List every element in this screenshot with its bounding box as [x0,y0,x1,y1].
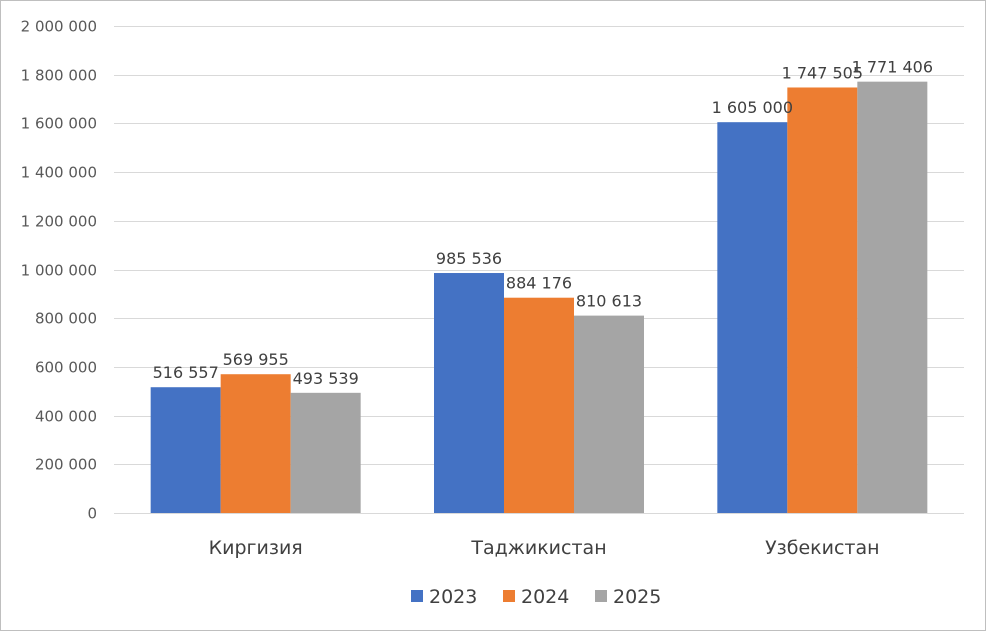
bar-2024-2 [504,297,574,513]
legend: 2023 2024 2025 [411,586,661,608]
data-label: 884 176 [506,274,572,293]
data-label: 985 536 [436,249,502,268]
bar-2025-3 [857,81,928,514]
legend-swatch [595,590,607,602]
legend-item-2025: 2025 [595,586,661,608]
data-label: 1 771 406 [852,58,933,77]
y-tick-label: 1 000 000 [21,262,97,280]
legend-item-2023: 2023 [411,586,477,608]
legend-swatch [411,590,423,602]
legend-item-2024: 2024 [503,586,569,608]
bar-2025-1 [290,392,361,513]
bar-2023-1 [150,387,221,513]
y-tick-label: 2 000 000 [21,18,97,36]
legend-label: 2025 [613,586,661,608]
bar-2025-2 [574,315,644,513]
y-tick-label: 1 400 000 [21,164,97,182]
data-label: 1 747 505 [782,63,863,82]
bar-2024-1 [220,374,291,513]
legend-label: 2024 [521,586,569,608]
x-axis-categories: Киргизия Таджикистан Узбекистан [209,537,880,559]
bars [150,81,928,514]
bar-2023-3 [717,122,788,514]
category-label: Таджикистан [470,537,606,559]
y-tick-label: 800 000 [35,310,97,328]
y-axis-ticks: 0 200 000 400 000 600 000 800 000 1 000 000 1 … [21,18,97,523]
y-tick-label: 1 800 000 [21,67,97,85]
data-label: 493 539 [293,369,359,388]
y-tick-label: 400 000 [35,408,97,426]
data-label: 810 613 [576,292,642,311]
y-tick-label: 200 000 [35,456,97,474]
category-label: Киргизия [209,537,303,559]
y-tick-label: 600 000 [35,359,97,377]
data-label: 516 557 [153,363,219,382]
category-label: Узбекистан [765,537,880,559]
legend-swatch [503,590,515,602]
bar-2024-3 [787,87,858,513]
y-tick-label: 1 600 000 [21,115,97,133]
bar-2023-2 [434,273,504,513]
legend-label: 2023 [429,586,477,608]
y-tick-label: 0 [87,505,97,523]
data-label: 569 955 [223,350,289,369]
y-tick-label: 1 200 000 [21,213,97,231]
data-label: 1 605 000 [712,98,793,117]
